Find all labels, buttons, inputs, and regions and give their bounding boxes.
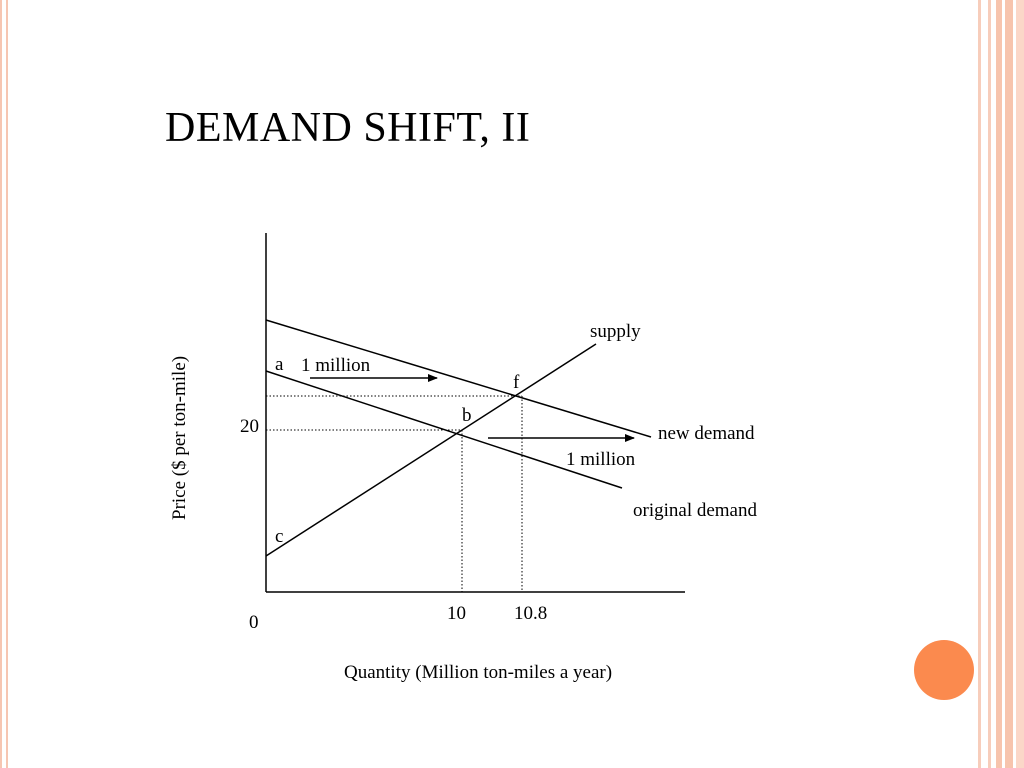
qty-tick-10-8: 10.8 (514, 603, 547, 624)
shift-label-left: 1 million (301, 355, 371, 376)
supply-line (265, 343, 597, 557)
new-demand-line (265, 319, 652, 438)
x-axis-title: Quantity (Million ton-miles a year) (344, 662, 612, 683)
qty-tick-10: 10 (447, 603, 466, 624)
point-c-label: c (275, 526, 283, 547)
decorative-orange-dot (914, 640, 974, 700)
point-f-label: f (513, 372, 520, 393)
y-axis-title: Price ($ per ton-mile) (169, 356, 190, 520)
right-border-stripes (978, 0, 1024, 768)
point-b-label: b (462, 405, 472, 426)
original-demand-line (265, 370, 623, 489)
point-a-label: a (275, 354, 284, 375)
origin-label: 0 (249, 612, 259, 633)
left-border (0, 0, 8, 768)
supply-label: supply (590, 321, 641, 342)
slide-title: DEMAND SHIFT, II (165, 105, 531, 151)
original-demand-label: original demand (633, 500, 757, 521)
shift-label-right: 1 million (566, 449, 636, 470)
new-demand-label: new demand (658, 423, 755, 444)
price-tick-20: 20 (240, 416, 259, 437)
